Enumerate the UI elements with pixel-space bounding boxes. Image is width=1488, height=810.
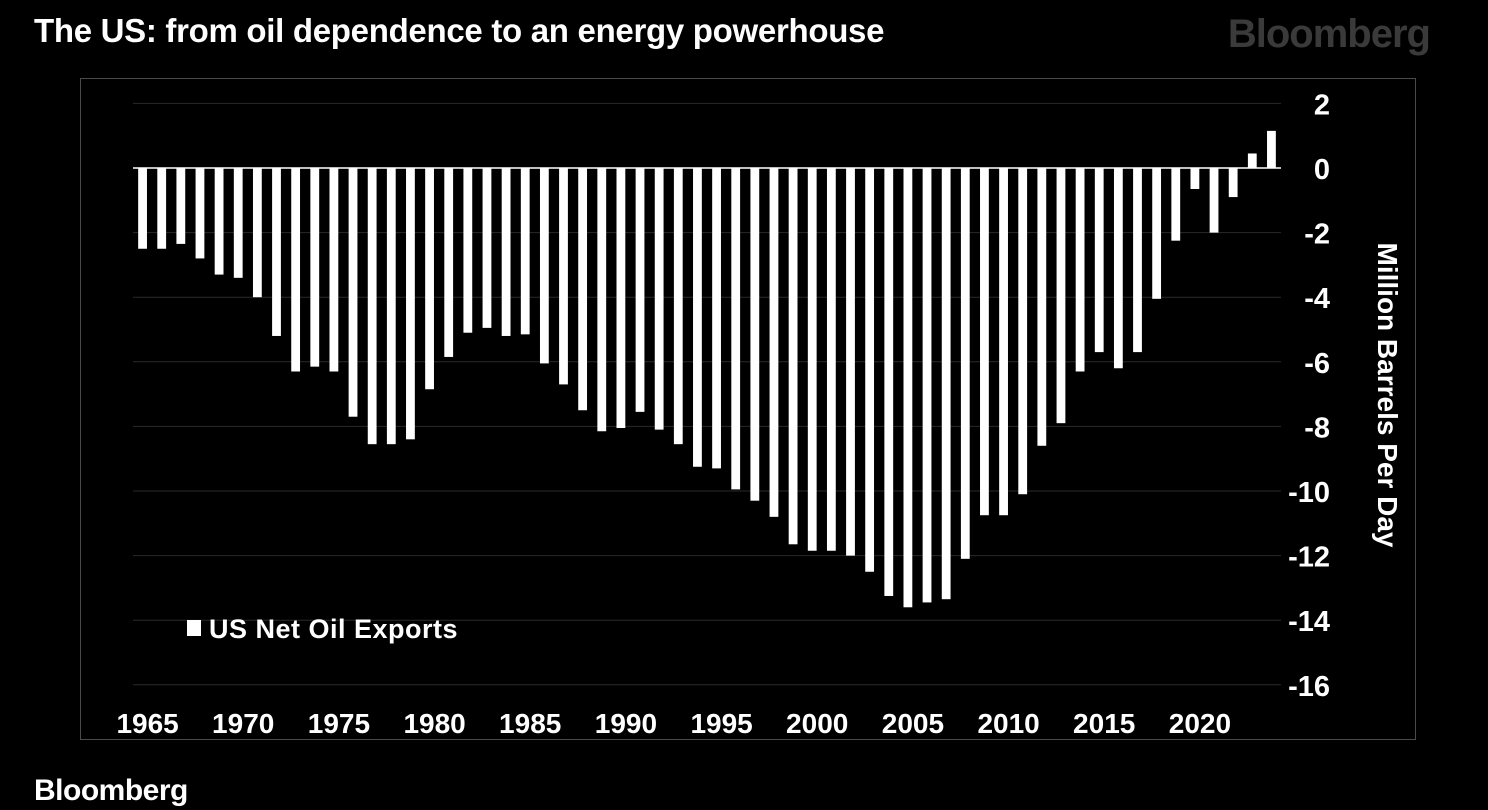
bar-1994 xyxy=(693,168,702,467)
bar-1997 xyxy=(750,168,760,501)
bar-1995 xyxy=(712,168,721,469)
legend-swatch xyxy=(187,620,201,636)
bar-2022 xyxy=(1228,168,1238,198)
bar-1992 xyxy=(654,168,664,430)
y-tick-label: -8 xyxy=(1304,412,1330,444)
y-axis-ticks: 2 0 -2 -4 -6 -8 -10 -12 -14 -16 xyxy=(1288,89,1330,702)
x-tick-label: 1965 xyxy=(116,708,178,739)
y-tick-label: 2 xyxy=(1314,89,1330,121)
bar-1984 xyxy=(501,168,511,336)
bar-1989 xyxy=(597,168,607,432)
bar-1993 xyxy=(673,168,683,445)
net-oil-exports-chart: 20-2-4-6-8-10-12-14-16 1965 1970 1975 1980 1… xyxy=(116,89,1403,739)
y-tick-label: -10 xyxy=(1288,477,1330,509)
bar-1996 xyxy=(731,168,741,490)
bar-2007 xyxy=(941,168,951,600)
y-tick-label: -16 xyxy=(1288,671,1330,703)
bar-2014 xyxy=(1075,168,1085,372)
bar-1966 xyxy=(157,168,167,249)
x-tick-label: 2020 xyxy=(1169,708,1231,739)
bar-1990 xyxy=(616,168,626,429)
bar-2009 xyxy=(980,168,989,516)
x-tick-label: 1995 xyxy=(690,708,752,739)
bar-2008 xyxy=(960,168,970,559)
chart-frame xyxy=(80,78,1416,740)
bar-1991 xyxy=(635,168,645,412)
bar-1998 xyxy=(769,168,779,517)
y-tick-label: -12 xyxy=(1288,542,1330,574)
x-axis-ticks: 1965 1970 1975 1980 1985 1990 1995 2000 2005 2010… xyxy=(116,708,1231,739)
y-tick-label: -4 xyxy=(1304,283,1330,315)
bar-1983 xyxy=(482,168,492,328)
bar-2010 xyxy=(999,168,1008,516)
bar-1980 xyxy=(425,168,434,390)
x-tick-label: 2015 xyxy=(1073,708,1135,739)
bar-2024 xyxy=(1267,130,1276,168)
bar-2000 xyxy=(807,168,817,551)
chart-title: The US: from oil dependence to an energy… xyxy=(34,12,885,49)
bar-1970 xyxy=(233,168,243,278)
bar-2006 xyxy=(922,168,932,603)
bar-1982 xyxy=(463,168,473,333)
bar-1969 xyxy=(214,168,224,275)
x-tick-label: 1990 xyxy=(595,708,657,739)
bar-1979 xyxy=(406,168,415,440)
x-tick-label: 1980 xyxy=(403,708,465,739)
x-tick-label: 2000 xyxy=(786,708,848,739)
bar-1986 xyxy=(539,168,549,364)
bar-2015 xyxy=(1094,168,1104,353)
bar-2023 xyxy=(1247,153,1257,168)
bar-1973 xyxy=(291,168,301,372)
y-tick-label: -6 xyxy=(1304,348,1330,380)
y-tick-label: 0 xyxy=(1314,154,1330,186)
legend-label: US Net Oil Exports xyxy=(209,614,458,644)
bar-2003 xyxy=(865,168,875,572)
bar-2017 xyxy=(1133,168,1142,353)
bar-1972 xyxy=(272,168,281,336)
bar-1977 xyxy=(367,168,377,445)
bar-2021 xyxy=(1209,168,1219,233)
x-tick-label: 1985 xyxy=(499,708,561,739)
bar-1974 xyxy=(310,168,320,367)
bar-1965 xyxy=(138,168,147,249)
bars xyxy=(138,130,1276,608)
y-axis-label: Million Barrels Per Day xyxy=(1372,242,1403,547)
bar-1967 xyxy=(176,168,186,244)
bar-1985 xyxy=(520,168,530,335)
bar-2012 xyxy=(1037,168,1047,446)
x-tick-label: 2010 xyxy=(977,708,1039,739)
bar-1971 xyxy=(252,168,262,298)
bloomberg-logo-top: Bloomberg xyxy=(1227,12,1431,56)
x-tick-label: 1975 xyxy=(308,708,370,739)
x-tick-label: 2005 xyxy=(882,708,944,739)
y-tick-label: -14 xyxy=(1288,606,1330,638)
bar-1978 xyxy=(386,168,396,445)
bar-1987 xyxy=(559,168,568,385)
bar-2018 xyxy=(1152,168,1162,299)
bar-2005 xyxy=(903,168,913,608)
bar-1981 xyxy=(444,168,454,357)
bloomberg-logo-bottom: Bloomberg xyxy=(34,774,188,807)
bar-1975 xyxy=(329,168,339,372)
bar-1976 xyxy=(348,168,358,417)
bar-2013 xyxy=(1056,168,1066,424)
bar-1968 xyxy=(195,168,205,259)
legend: US Net Oil Exports xyxy=(187,614,458,644)
y-tick-label: -2 xyxy=(1304,219,1330,251)
bar-2002 xyxy=(846,168,855,556)
gridlines xyxy=(133,102,1281,686)
bar-2019 xyxy=(1171,168,1181,241)
bar-2016 xyxy=(1113,168,1123,369)
bar-1999 xyxy=(788,168,798,545)
bar-1988 xyxy=(578,168,588,411)
bar-2004 xyxy=(884,168,894,596)
bar-2001 xyxy=(826,168,836,551)
x-tick-label: 1970 xyxy=(212,708,274,739)
bar-2011 xyxy=(1018,168,1028,495)
bar-2020 xyxy=(1190,168,1200,189)
